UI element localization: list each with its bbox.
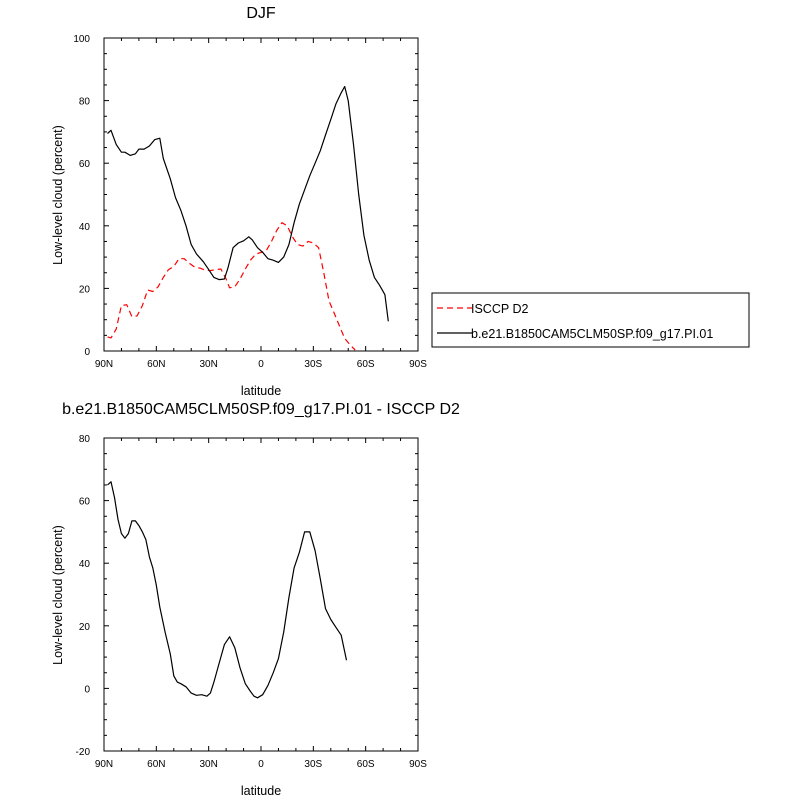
y-tick-label: 40 — [79, 222, 91, 233]
y-tick-label: 100 — [73, 34, 90, 45]
x-tick-label: 30N — [199, 359, 217, 370]
y-tick-label: -20 — [76, 747, 91, 758]
y-tick-label: 60 — [79, 159, 91, 170]
series-line-0 — [107, 222, 356, 351]
x-tick-label: 90N — [95, 359, 113, 370]
y-tick-label: 40 — [79, 559, 91, 570]
x-tick-label: 30N — [199, 759, 217, 770]
y-tick-label: 80 — [79, 434, 91, 445]
legend-label-isccp: ISCCP D2 — [471, 302, 528, 316]
x-tick-label: 30S — [304, 759, 322, 770]
x-tick-label: 60N — [147, 759, 165, 770]
y-tick-label: 60 — [79, 497, 91, 508]
series-lines — [107, 85, 389, 351]
chart-title: b.e21.B1850CAM5CLM50SP.f09_g17.PI.01 - I… — [62, 401, 460, 418]
plot-frame — [103, 437, 419, 752]
series-line-1 — [107, 85, 389, 322]
x-tick-label: 60S — [357, 359, 375, 370]
y-axis-label: Low-level cloud (percent) — [51, 525, 65, 665]
legend-box — [431, 292, 750, 348]
axes-ticks: 90N 60N 30N 0 30S 60S 90S 0 20 40 60 80 100 — [73, 34, 427, 370]
x-axis-label: latitude — [241, 784, 281, 798]
chart-difference: b.e21.B1850CAM5CLM50SP.f09_g17.PI.01 - I… — [51, 401, 460, 798]
y-tick-label: 0 — [84, 684, 90, 695]
x-tick-label: 90S — [409, 759, 427, 770]
chart-title: DJF — [246, 5, 276, 22]
y-tick-label: 80 — [79, 97, 91, 108]
legend-label-model: b.e21.B1850CAM5CLM50SP.f09_g17.PI.01 — [471, 327, 713, 341]
chart-djf: DJF Low-level cloud (percent) latitude 9… — [51, 5, 427, 398]
y-tick-label: 0 — [84, 347, 90, 358]
y-axis-label: Low-level cloud (percent) — [51, 125, 65, 265]
x-tick-label: 90S — [409, 359, 427, 370]
y-tick-label: 20 — [79, 284, 91, 295]
series-lines — [107, 481, 348, 699]
axes-ticks: 90N 60N 30N 0 30S 60S 90S -20 0 20 40 60 80 — [76, 434, 428, 770]
x-tick-label: 0 — [258, 759, 264, 770]
x-tick-label: 0 — [258, 359, 264, 370]
x-tick-label: 30S — [304, 359, 322, 370]
x-axis-label: latitude — [241, 384, 281, 398]
series-line-0 — [107, 481, 348, 699]
x-tick-label: 60N — [147, 359, 165, 370]
y-tick-label: 20 — [79, 622, 91, 633]
legend: ISCCP D2 b.e21.B1850CAM5CLM50SP.f09_g17.… — [431, 292, 750, 348]
x-tick-label: 60S — [357, 759, 375, 770]
plot-frame — [103, 37, 419, 352]
x-tick-label: 90N — [95, 759, 113, 770]
